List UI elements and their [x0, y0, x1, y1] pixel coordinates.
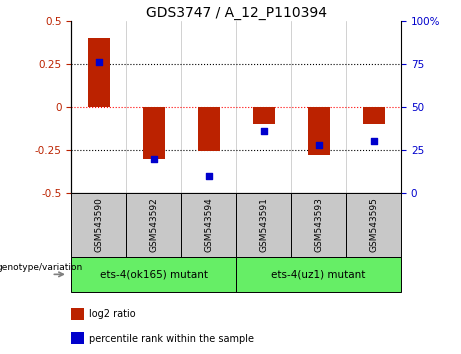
- Text: ets-4(uz1) mutant: ets-4(uz1) mutant: [272, 269, 366, 279]
- Point: [95, 59, 103, 65]
- Text: GSM543595: GSM543595: [369, 197, 378, 252]
- Bar: [307, 107, 330, 155]
- Bar: [71, 257, 236, 292]
- Bar: [71, 308, 84, 320]
- Text: ets-4(ok165) mutant: ets-4(ok165) mutant: [100, 269, 208, 279]
- Bar: [291, 193, 346, 257]
- Text: genotype/variation: genotype/variation: [0, 263, 83, 272]
- Bar: [198, 107, 220, 151]
- Bar: [143, 107, 165, 159]
- Point: [150, 156, 158, 161]
- Bar: [71, 193, 126, 257]
- Title: GDS3747 / A_12_P110394: GDS3747 / A_12_P110394: [146, 6, 327, 20]
- Bar: [346, 193, 401, 257]
- Bar: [236, 257, 401, 292]
- Point: [370, 138, 377, 144]
- Point: [315, 142, 322, 148]
- Text: GSM543592: GSM543592: [149, 198, 159, 252]
- Bar: [363, 107, 384, 124]
- Text: GSM543594: GSM543594: [204, 198, 213, 252]
- Bar: [88, 38, 110, 107]
- Bar: [71, 332, 84, 344]
- Text: GSM543593: GSM543593: [314, 197, 323, 252]
- Text: log2 ratio: log2 ratio: [89, 309, 136, 319]
- Point: [260, 128, 267, 134]
- Bar: [181, 193, 236, 257]
- Bar: [236, 193, 291, 257]
- Point: [205, 173, 213, 178]
- Text: percentile rank within the sample: percentile rank within the sample: [89, 334, 254, 344]
- Text: GSM543590: GSM543590: [95, 197, 103, 252]
- Bar: [253, 107, 275, 124]
- Text: GSM543591: GSM543591: [259, 197, 268, 252]
- Bar: [126, 193, 181, 257]
